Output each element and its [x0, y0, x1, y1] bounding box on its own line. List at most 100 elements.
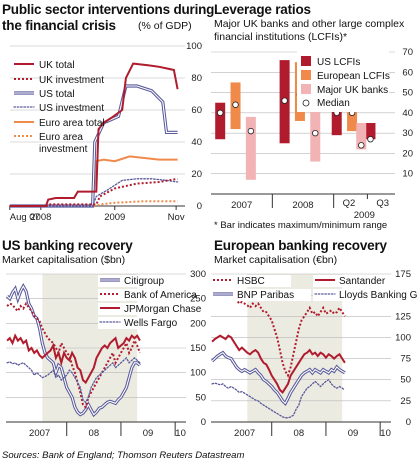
y-tick-300: 300 — [190, 269, 206, 280]
legend-swatch-major-uk-banks — [301, 84, 311, 94]
y-tick-250: 250 — [190, 294, 206, 305]
legend-bg-hsbc — [211, 275, 291, 287]
series-citigroup — [6, 282, 141, 418]
median-major-uk-banks-2 — [358, 142, 365, 149]
legend-label-euro-area-total: Euro area total — [39, 118, 105, 129]
series-us-total-inner — [9, 85, 178, 207]
x-tick-2009: 2009 — [354, 210, 375, 221]
y-tick-40: 40 — [402, 108, 413, 119]
public-chart-title-line2: the financial crisis — [2, 18, 116, 33]
median-us-lcfis-0 — [216, 109, 224, 117]
legend-label-major-uk-banks: Major UK banks — [317, 85, 388, 96]
legend-label-european-lcfis: European LCFIs — [317, 71, 390, 82]
public-legend: UK total UK investment US total US investme… — [13, 60, 105, 155]
x-tick-q3: Q3 — [376, 198, 389, 209]
series-us-total — [9, 84, 178, 208]
legend-label-jpmorgan-chase: JPMorgan Chase — [124, 304, 202, 315]
series-lloyds-banking-group — [211, 378, 346, 419]
legend-bg — [297, 50, 389, 112]
y-tick-50: 50 — [195, 392, 206, 403]
legend-label-median: Median — [317, 98, 350, 109]
legend-label-line1: Euro area — [39, 132, 83, 143]
y-tick-200: 200 — [190, 318, 206, 329]
eu-chart-sub: Market capitalisation (€bn) — [214, 254, 338, 266]
y-tick-60: 60 — [402, 67, 413, 78]
y-tick-100: 100 — [395, 332, 411, 343]
y-tick-125: 125 — [395, 311, 411, 322]
bar-major-uk-banks-0 — [245, 116, 256, 180]
y-tick-25: 25 — [400, 396, 411, 407]
y-tick-100: 100 — [186, 41, 202, 52]
legend-median-icon — [302, 99, 310, 107]
bar-us-lcfis-0 — [215, 102, 226, 140]
legend-label-bank-of-america: Bank of America — [124, 290, 197, 301]
legend-bg-lloyds-banking-group — [313, 289, 413, 301]
y-tick-50: 50 — [402, 88, 413, 99]
median-us-lcfis-3 — [367, 136, 374, 143]
us-chart-sub: Market capitalisation ($bn) — [2, 254, 126, 266]
bar-us-lcfis-3 — [365, 123, 376, 140]
public-series — [9, 62, 179, 208]
x-tick-2009: 2009 — [104, 212, 125, 223]
legend-label-line2: investment — [39, 144, 88, 155]
legend-swatch-us-lcfis — [301, 56, 311, 66]
x-tick-10: 10 — [380, 428, 391, 439]
eu-chart: 02550751001251501752007080910HSBCSantand… — [211, 269, 418, 439]
legend-label-citigroup: Citigroup — [124, 276, 164, 287]
median-major-uk-banks-0 — [247, 127, 255, 135]
legend-label-us-investment: US investment — [39, 103, 104, 114]
legend-bg-santander — [313, 275, 393, 287]
us-series — [6, 282, 141, 418]
us-chart-title: US banking recovery — [2, 238, 133, 253]
y-tick-20: 20 — [191, 169, 202, 180]
x-tick-09: 09 — [348, 428, 359, 439]
x-tick-nov: Nov — [168, 212, 185, 223]
median-european-lcfis-0 — [232, 101, 239, 108]
series-us-investment — [9, 178, 179, 207]
x-tick-2007: 2007 — [234, 428, 255, 439]
leverage-legend: US LCFIs European LCFIs Major UK banks Medi… — [297, 50, 390, 112]
us-chart: 0 50 100 150 200 250 300 2007 08 09 10 Citigroup Ban… — [6, 269, 206, 439]
public-chart-title-line1: Public sector interventions during — [2, 2, 215, 17]
y-tick-50: 50 — [400, 375, 411, 386]
series-uk-investment — [9, 177, 178, 207]
median-major-uk-banks-1 — [312, 129, 319, 137]
bar-european-lcfis-2 — [347, 106, 358, 132]
y-tick-150: 150 — [190, 343, 206, 354]
legend-bg-bank-of-america — [98, 289, 188, 301]
legend-label-uk-total: UK total — [39, 60, 75, 71]
legend-bg-jpmorgan-chase — [98, 303, 188, 315]
x-tick-2007: 2007 — [29, 428, 50, 439]
y-tick-0: 0 — [197, 201, 202, 212]
y-tick-175: 175 — [395, 269, 411, 280]
x-tick-08: 08 — [89, 428, 100, 439]
source-note: Sources: Bank of England; Thomson Reuter… — [2, 450, 245, 461]
y-tick-40: 40 — [191, 137, 202, 148]
x-tick-aug-07: Aug 07 — [10, 212, 40, 223]
series-citigroup-inner — [6, 285, 141, 416]
x-tick-08: 08 — [294, 428, 305, 439]
leverage-chart-sub-line1: Major UK banks and other large complex — [214, 18, 405, 30]
legend-label-uk-investment: UK investment — [39, 75, 104, 86]
legend-label-us-total: US total — [39, 89, 75, 100]
legend-label-bnp-paribas: BNP Paribas — [237, 290, 294, 301]
x-tick-10: 10 — [175, 428, 186, 439]
y-tick-0: 0 — [406, 417, 411, 428]
legend-label-lloyds-banking-group: Lloyds Banking Group — [339, 290, 418, 301]
y-tick-10: 10 — [402, 169, 413, 180]
x-tick-2007: 2007 — [231, 200, 252, 211]
y-tick-100: 100 — [190, 368, 206, 379]
legend-label-wells-fargo: Wells Fargo — [124, 318, 178, 329]
legend-label-us-lcfis: US LCFIs — [317, 57, 360, 68]
legend-bg-bnp-paribas — [211, 289, 311, 301]
y-tick-80: 80 — [191, 73, 202, 84]
legend-bg-wells-fargo — [98, 317, 188, 329]
leverage-footnote: * Bar indicates maximum/minimum range — [214, 220, 388, 231]
legend-bg-citigroup — [98, 275, 188, 287]
series-bank-of-america — [6, 301, 141, 410]
y-tick-75: 75 — [400, 354, 411, 365]
leverage-chart-sub-line2: financial institutions (LCFIs)* — [214, 31, 348, 43]
series-bnp-paribas-inner — [211, 351, 346, 405]
